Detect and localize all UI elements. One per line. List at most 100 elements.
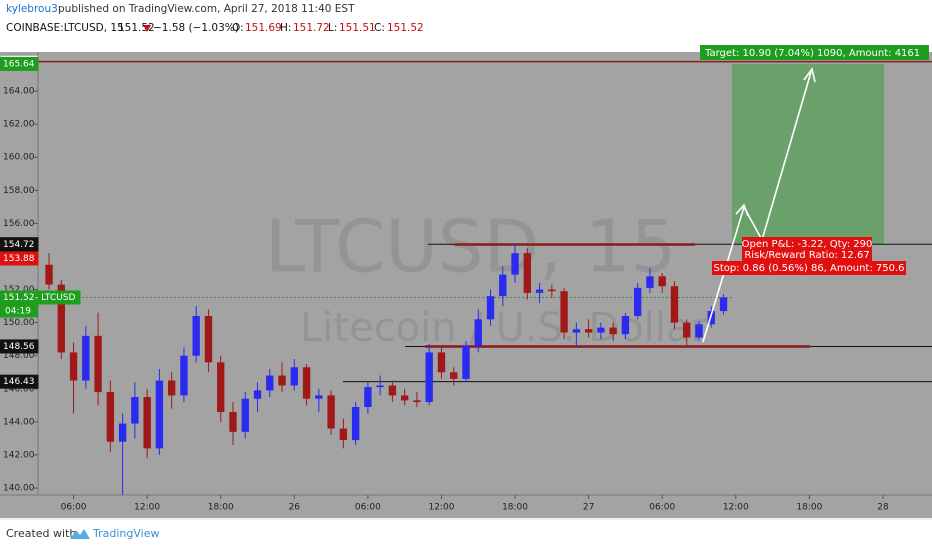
price-badge — [0, 251, 39, 266]
pnl-label-bg — [742, 237, 872, 261]
price-badge — [0, 374, 39, 389]
target-label-bg — [700, 45, 929, 60]
candle-body — [131, 397, 139, 424]
x-tick-label: 12:00 — [723, 503, 749, 513]
target-label: Target: 10.90 (7.04%) 1090, Amount: 4161 — [704, 48, 920, 59]
price-badge-label: 146.43 — [3, 377, 35, 387]
x-tick-label: 26 — [289, 503, 301, 513]
author[interactable]: kylebrou3 — [6, 3, 58, 15]
candle-body — [118, 423, 127, 442]
x-tick-label: 28 — [877, 503, 889, 513]
candle-body — [278, 375, 286, 386]
x-tick-label: 12:00 — [428, 503, 454, 513]
price-badge — [0, 56, 39, 71]
y-tick-label: 158.00 — [3, 186, 35, 196]
x-tick-label: 18:00 — [796, 503, 822, 513]
candle-body — [670, 286, 679, 323]
candle-body — [719, 297, 728, 312]
change: −1.58 (−1.03%) — [153, 22, 239, 34]
candle-body — [192, 316, 200, 356]
candle-body — [572, 329, 581, 333]
countdown-badge — [0, 304, 38, 318]
candle-body — [327, 395, 335, 429]
candle-body — [388, 385, 397, 396]
y-tick-label: 156.00 — [3, 219, 35, 229]
candle-body — [511, 253, 519, 275]
x-tick-label: 06:00 — [61, 503, 87, 513]
y-tick-label: 140.00 — [3, 484, 35, 494]
candle-body — [462, 345, 470, 379]
y-tick-label: 152.00 — [3, 285, 35, 295]
risk-reward-label: Risk/Reward Ratio: 12.67 — [744, 250, 869, 261]
candle-body — [253, 390, 262, 399]
candle-body — [474, 319, 482, 346]
price-axis — [0, 52, 38, 495]
candle-body — [486, 296, 495, 320]
candle-body — [229, 411, 237, 432]
y-tick-label: 144.00 — [3, 417, 35, 427]
x-tick-label: 18:00 — [208, 503, 234, 513]
x-tick-label: 06:00 — [355, 503, 381, 513]
countdown: 04:19 — [5, 306, 31, 316]
candle-body — [364, 387, 372, 407]
price-badge-label: 151.52 — [3, 293, 35, 303]
price-badge-label: 165.64 — [3, 59, 35, 69]
candle-body — [94, 335, 102, 393]
candle-body — [351, 406, 360, 441]
candle-body — [266, 375, 274, 391]
y-tick-label: 164.00 — [3, 87, 35, 97]
watermark: LTCUSD, 15 — [265, 205, 676, 289]
candle-body — [634, 287, 642, 317]
candle-body — [315, 395, 323, 399]
levels — [38, 60, 932, 383]
price-badge — [0, 339, 39, 354]
high-label: H: — [280, 22, 291, 34]
arrow-head — [803, 67, 816, 83]
y-tick-label: 146.00 — [3, 384, 35, 394]
candle-body — [45, 264, 53, 285]
candle-body — [646, 276, 654, 288]
price-badge-label: 154.72 — [3, 240, 35, 250]
y-tick-label: 162.00 — [3, 120, 35, 130]
candle-body — [376, 385, 384, 388]
candle-body — [683, 322, 691, 338]
candle-body — [180, 355, 188, 396]
x-tick-label: 18:00 — [502, 503, 528, 513]
candle-body — [167, 380, 176, 396]
y-tick-label: 150.00 — [3, 318, 35, 328]
candle-body — [217, 362, 225, 412]
high-value: 151.72 — [293, 22, 330, 34]
candle-body — [57, 284, 65, 353]
low-value: 151.51 — [339, 22, 376, 34]
candle-body — [400, 395, 409, 401]
published: published on TradingView.com, April 27, … — [58, 3, 355, 15]
arrow-head — [735, 203, 749, 217]
candle-body — [425, 352, 433, 403]
target-zone — [732, 63, 884, 245]
close-value: 151.52 — [387, 22, 424, 34]
candle-body — [560, 291, 568, 333]
candle-body — [302, 367, 311, 399]
candle-body — [609, 327, 617, 335]
price-badge-label: 148.56 — [3, 342, 35, 352]
tradingview-logo[interactable] — [70, 529, 90, 539]
y-tick-label: 142.00 — [3, 450, 35, 460]
candle-body — [241, 398, 249, 432]
price-badge-symbol: - LTCUSD — [35, 293, 75, 303]
y-tick-label: 148.00 — [3, 351, 35, 361]
candle-body — [499, 274, 507, 297]
candle-body — [695, 324, 703, 338]
candle-body — [155, 380, 164, 449]
candle-body — [413, 400, 421, 403]
candle-body — [339, 428, 348, 441]
candle-body — [143, 397, 151, 449]
footer-brand[interactable]: TradingView — [92, 527, 159, 540]
stop-label: Stop: 0.86 (0.56%) 86, Amount: 750.6 — [713, 263, 904, 274]
candle-body — [523, 253, 531, 293]
candle-body — [707, 311, 715, 325]
candle-body — [204, 316, 213, 363]
candle-body — [69, 352, 78, 381]
price-badge-label: 153.88 — [3, 254, 35, 264]
